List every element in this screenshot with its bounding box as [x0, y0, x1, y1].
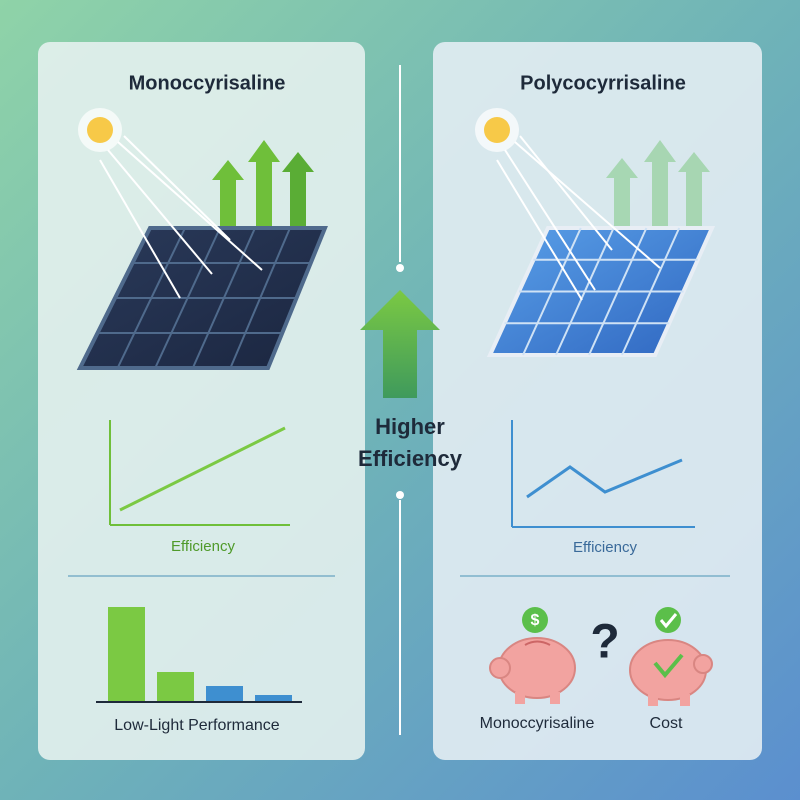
- output-arrows: [606, 140, 710, 228]
- divider-dot: [396, 491, 404, 499]
- bar: [108, 607, 145, 702]
- left-card: [38, 42, 365, 760]
- panel-grid: [97, 227, 311, 369]
- light-rays: [496, 135, 661, 301]
- check: [659, 613, 678, 629]
- question-mark: ?: [590, 616, 619, 669]
- check-coin: [655, 607, 681, 633]
- sun: [484, 117, 510, 143]
- panel-title: Polycocyrrisaline: [520, 72, 686, 94]
- trend-line: [526, 458, 683, 499]
- bar: [157, 672, 194, 702]
- coin-symbol: $: [531, 612, 540, 629]
- center-label: Efficiency: [358, 446, 463, 471]
- bar-label: Low-Light Performance: [114, 717, 280, 734]
- bar: [206, 686, 243, 702]
- trend-line: [119, 426, 286, 512]
- divider-dot: [396, 264, 404, 272]
- up-arrow: [360, 290, 440, 398]
- pig-label: Cost: [650, 715, 683, 732]
- pig-label: Monoccyrisaline: [480, 715, 595, 732]
- piggy-bank: [629, 639, 713, 706]
- piggy-bank: [489, 637, 576, 704]
- center-label: Higher: [375, 414, 445, 439]
- sun: [87, 117, 113, 143]
- output-arrows: [212, 140, 314, 228]
- panel-title: Monoccyrisaline: [129, 72, 286, 94]
- chart-label: Efficiency: [573, 539, 637, 556]
- chart-label: Efficiency: [171, 538, 235, 555]
- coin: [522, 607, 548, 633]
- bar: [255, 695, 292, 702]
- light-rays: [99, 135, 263, 299]
- right-card: [433, 42, 762, 760]
